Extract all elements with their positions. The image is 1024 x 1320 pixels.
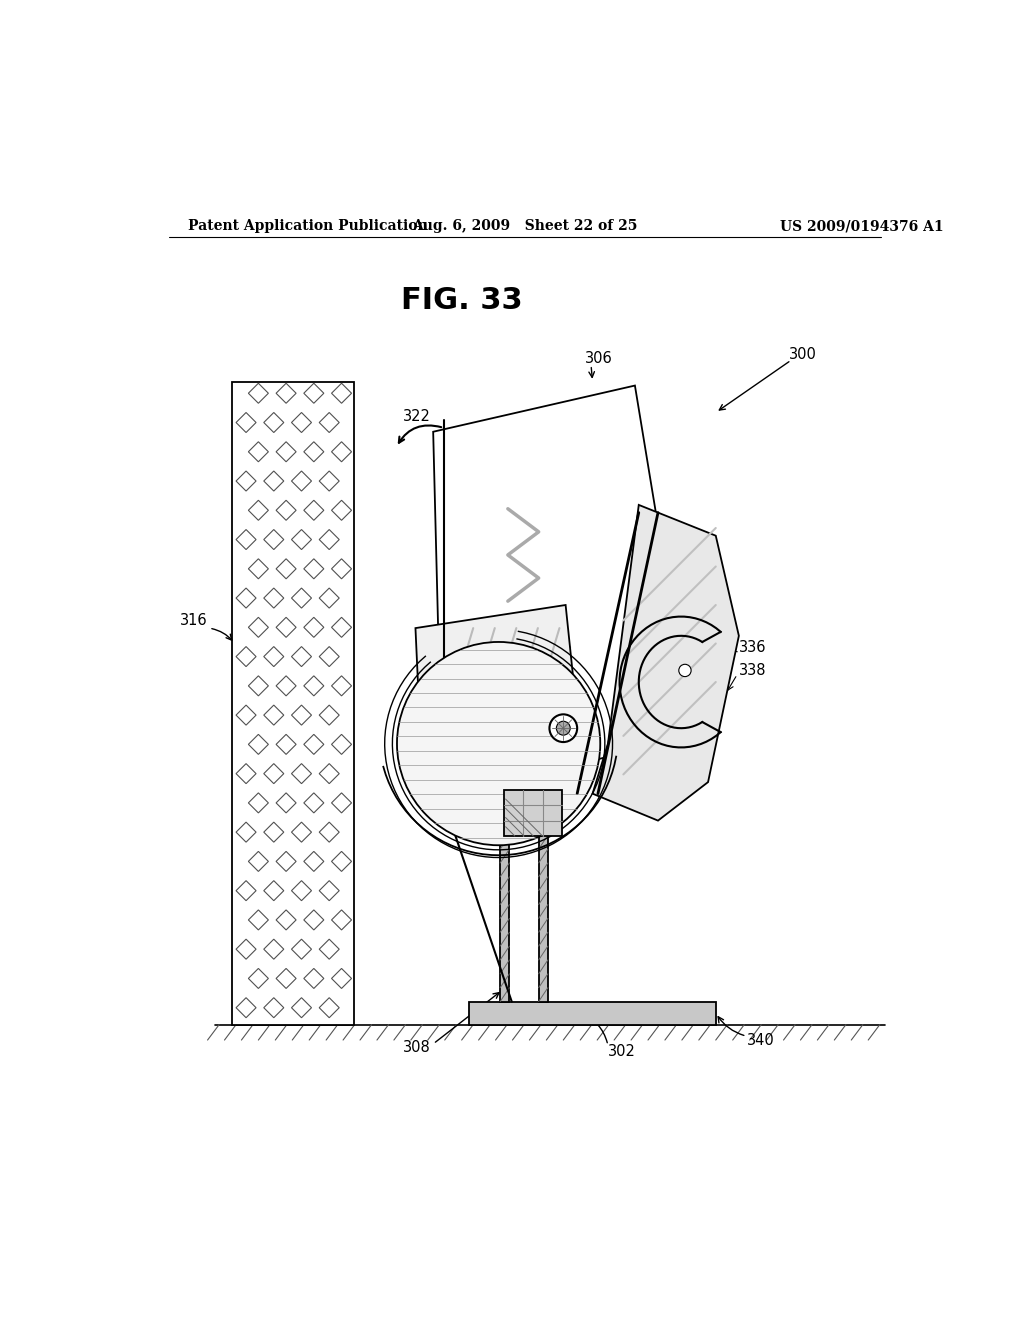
Text: Patent Application Publication: Patent Application Publication	[188, 219, 428, 234]
Text: 302: 302	[608, 1044, 636, 1059]
Circle shape	[679, 664, 691, 677]
Text: 338: 338	[739, 663, 766, 678]
Text: 308: 308	[403, 1040, 431, 1055]
Text: 336: 336	[739, 640, 766, 655]
Polygon shape	[433, 385, 692, 797]
Bar	[469, 1002, 716, 1024]
Bar	[232, 381, 354, 1024]
Circle shape	[556, 721, 570, 735]
Polygon shape	[416, 605, 585, 797]
Polygon shape	[593, 506, 739, 821]
Bar	[504, 789, 562, 836]
Text: 316: 316	[180, 612, 208, 628]
Text: 306: 306	[585, 351, 612, 366]
Circle shape	[397, 642, 600, 845]
Text: 324: 324	[575, 733, 603, 747]
Text: 310: 310	[569, 747, 597, 763]
Text: Aug. 6, 2009   Sheet 22 of 25: Aug. 6, 2009 Sheet 22 of 25	[412, 219, 638, 234]
Text: 340: 340	[746, 1032, 774, 1048]
Text: FIG. 33: FIG. 33	[400, 286, 522, 315]
Text: 300: 300	[788, 347, 817, 362]
Bar	[539, 729, 548, 1002]
Text: 322: 322	[403, 409, 431, 424]
Circle shape	[550, 714, 578, 742]
Text: US 2009/0194376 A1: US 2009/0194376 A1	[780, 219, 944, 234]
Text: 328: 328	[443, 759, 471, 775]
Bar	[500, 729, 509, 1002]
